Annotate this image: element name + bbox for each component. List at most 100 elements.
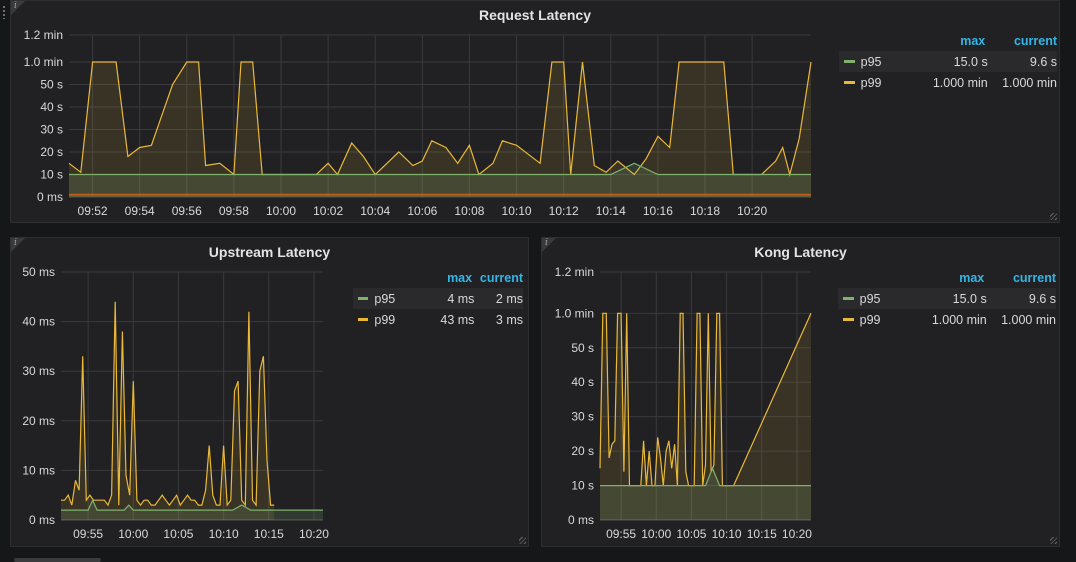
panel-resize-handle[interactable] (519, 537, 526, 544)
series-line-p99[interactable] (68, 61, 812, 177)
y-tick-label: 10 s (571, 479, 594, 493)
x-tick-label: 10:20 (299, 527, 329, 541)
panel-kong-latency: i Kong Latency 0 ms 10 s 20 s 30 s 40 s 50 s 1… (541, 237, 1060, 547)
series-line-p99[interactable] (599, 312, 812, 487)
panel-resize-handle[interactable] (1050, 213, 1057, 220)
x-tick-label: 10:08 (454, 204, 484, 218)
panel-resize-handle[interactable] (1050, 537, 1057, 544)
panel-info-corner[interactable] (11, 238, 25, 252)
y-tick-label: 30 s (571, 410, 594, 424)
legend-current-value: 1.000 min (1002, 75, 1057, 90)
y-tick-label: 40 s (40, 100, 63, 114)
legend-item-p99[interactable]: p99 43 ms 3 ms (353, 309, 523, 330)
panel-title[interactable]: Kong Latency (754, 244, 847, 260)
legend-header: max current (353, 268, 523, 288)
legend-max-value: 15.0 s (953, 54, 988, 69)
y-tick-label: 50 s (40, 78, 63, 92)
info-icon: i (545, 238, 548, 248)
x-tick-label: 09:55 (606, 527, 636, 541)
x-tick-label: 10:05 (676, 527, 706, 541)
info-icon: i (14, 238, 17, 248)
legend-swatch (844, 81, 855, 84)
legend-item-p99[interactable]: p99 1.000 min 1.000 min (839, 72, 1057, 93)
x-tick-label: 09:54 (125, 204, 155, 218)
x-tick-label: 10:10 (712, 527, 742, 541)
legend-series-name[interactable]: p99 (859, 312, 881, 327)
legend-item-p95[interactable]: p95 15.0 s 9.6 s (839, 51, 1057, 72)
y-tick-label: 40 ms (22, 315, 55, 329)
panel-info-corner[interactable] (542, 238, 556, 252)
legend-header-current[interactable]: current (1012, 271, 1057, 285)
legend-header-max[interactable]: max (447, 271, 473, 285)
series-area-p99 (69, 62, 811, 197)
legend-series-name[interactable]: p95 (374, 291, 396, 306)
panel-title[interactable]: Request Latency (478, 7, 592, 23)
legend-current-value: 9.6 s (1029, 54, 1057, 69)
upstream-latency-chart[interactable]: 0 ms 10 ms 20 ms 30 ms 40 ms 50 ms 09:55 10:00 1… (11, 238, 530, 548)
legend-max-value: 1.000 min (931, 312, 987, 327)
x-tick-label: 10:12 (549, 204, 579, 218)
y-tick-label: 1.2 min (555, 265, 594, 279)
info-icon: i (14, 1, 17, 11)
legend-item-p95[interactable]: p95 4 ms 2 ms (353, 288, 523, 309)
y-tick-label: 10 ms (22, 463, 55, 477)
x-tick-label: 09:56 (172, 204, 202, 218)
legend-swatch (843, 297, 854, 300)
series-line-p95[interactable] (61, 498, 323, 511)
legend-max-value: 1.000 min (932, 75, 988, 90)
upstream-latency-legend: max current p95 4 ms 2 ms p99 43 ms 3 ms (353, 268, 523, 330)
series-line-p95[interactable] (69, 162, 811, 176)
y-tick-label: 1.0 min (24, 55, 63, 69)
legend-header-max[interactable]: max (960, 34, 986, 48)
request-latency-chart[interactable]: 0 ms 10 s 20 s 30 s 40 s 50 s 1.0 min 1.2 min 09… (11, 1, 1061, 224)
legend-swatch (844, 60, 855, 63)
legend-series-name[interactable]: p95 (859, 291, 881, 306)
legend-header-current[interactable]: current (1013, 34, 1058, 48)
horizontal-scrollbar[interactable] (14, 558, 101, 562)
legend-max-value: 15.0 s (952, 291, 987, 306)
y-tick-label: 30 s (40, 123, 63, 137)
panel-info-corner[interactable] (11, 1, 25, 15)
x-tick-label: 10:14 (596, 204, 626, 218)
series-area-p99 (61, 301, 275, 520)
x-tick-label: 10:04 (360, 204, 390, 218)
y-tick-label: 0 ms (29, 513, 55, 527)
y-tick-label: 40 s (571, 375, 594, 389)
legend-current-value: 9.6 s (1028, 291, 1056, 306)
kong-latency-legend: max current p95 15.0 s 9.6 s p99 1.000 min 1.00… (838, 268, 1056, 330)
y-tick-label: 30 ms (22, 364, 55, 378)
legend-header-max[interactable]: max (959, 271, 985, 285)
legend-swatch (358, 318, 369, 321)
legend-item-p95[interactable]: p95 15.0 s 9.6 s (838, 288, 1056, 309)
drag-handle[interactable] (2, 5, 6, 19)
legend-header: max current (839, 31, 1057, 51)
x-tick-label: 10:00 (266, 204, 296, 218)
legend-header-current[interactable]: current (479, 271, 523, 285)
y-tick-label: 0 ms (37, 190, 63, 204)
legend-max-value: 43 ms (440, 312, 475, 327)
legend-series-name[interactable]: p99 (374, 312, 396, 327)
panel-title[interactable]: Upstream Latency (208, 244, 331, 260)
series-area-p99 (600, 313, 811, 520)
y-tick-label: 0 ms (568, 513, 594, 527)
series-line-p99[interactable] (61, 301, 275, 507)
y-tick-label: 20 s (571, 444, 594, 458)
x-tick-label: 09:52 (78, 204, 108, 218)
x-tick-label: 10:05 (163, 527, 193, 541)
x-tick-label: 10:15 (254, 527, 284, 541)
x-tick-label: 10:20 (737, 204, 767, 218)
legend-series-name[interactable]: p99 (860, 75, 882, 90)
y-tick-label: 10 s (40, 168, 63, 182)
legend-item-p99[interactable]: p99 1.000 min 1.000 min (838, 309, 1056, 330)
series-area-p95 (69, 163, 811, 197)
x-tick-label: 10:20 (782, 527, 812, 541)
x-tick-label: 10:18 (690, 204, 720, 218)
legend-series-name[interactable]: p95 (860, 54, 882, 69)
x-tick-label: 10:00 (118, 527, 148, 541)
series-line-p95[interactable] (600, 466, 811, 487)
legend-current-value: 2 ms (495, 291, 523, 306)
x-tick-label: 10:15 (747, 527, 777, 541)
x-tick-label: 10:00 (641, 527, 671, 541)
legend-current-value: 1.000 min (1001, 312, 1056, 327)
kong-latency-chart[interactable]: 0 ms 10 s 20 s 30 s 40 s 50 s 1.0 min 1.2 min 09… (542, 238, 1061, 548)
